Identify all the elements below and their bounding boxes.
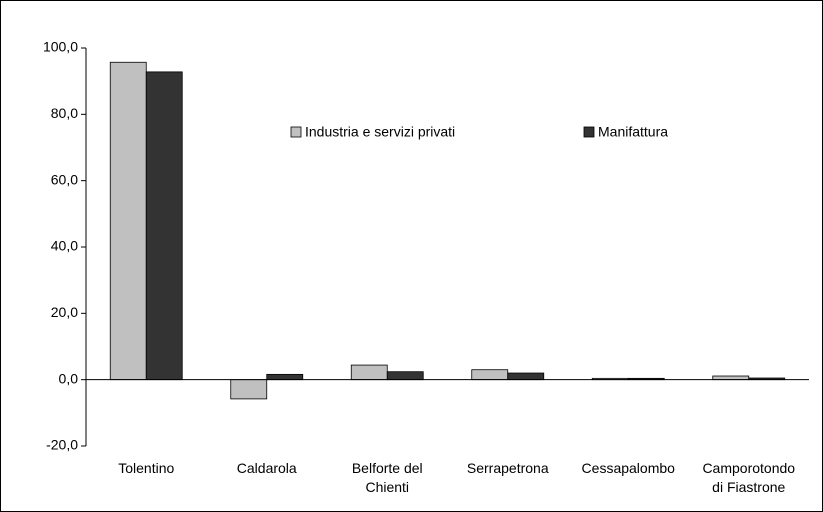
x-tick-label-box: Caldarola bbox=[207, 459, 327, 478]
y-tick-label: 20,0 bbox=[51, 304, 78, 320]
y-tick-label: 80,0 bbox=[51, 105, 78, 121]
legend-label: Manifattura bbox=[598, 124, 668, 140]
bar bbox=[507, 372, 545, 381]
x-tick-label-box: Serrapetrona bbox=[448, 459, 568, 478]
bar bbox=[145, 71, 183, 381]
y-tick-label: 60,0 bbox=[51, 171, 78, 187]
x-tick-label: Tolentino bbox=[118, 460, 175, 476]
x-tick-label: Camporotondo di Fiastrone bbox=[702, 460, 796, 495]
bar bbox=[109, 61, 147, 381]
y-tick-label: 0,0 bbox=[59, 370, 79, 386]
x-tick-label: Cessapalombo bbox=[581, 460, 675, 476]
legend-label: Industria e servizi privati bbox=[305, 124, 455, 140]
bar bbox=[350, 364, 388, 381]
x-tick-label-box: Tolentino bbox=[86, 459, 206, 478]
x-tick-label: Caldarola bbox=[236, 460, 297, 476]
y-tick-label: -20,0 bbox=[46, 437, 78, 453]
bar bbox=[712, 375, 750, 381]
legend-swatch bbox=[290, 126, 302, 138]
bar bbox=[471, 369, 509, 381]
x-tick-label: Belforte del Chienti bbox=[351, 460, 423, 495]
bar bbox=[266, 373, 304, 381]
x-tick-label-box: Belforte del Chienti bbox=[327, 459, 447, 497]
x-tick-label-box: Cessapalombo bbox=[568, 459, 688, 478]
bar bbox=[386, 371, 424, 381]
x-tick-label: Serrapetrona bbox=[466, 460, 549, 476]
legend-swatch bbox=[583, 126, 595, 138]
y-tick-label: 40,0 bbox=[51, 238, 78, 254]
y-tick-label: 100,0 bbox=[43, 39, 78, 55]
bar bbox=[230, 379, 268, 400]
x-tick-label-box: Camporotondo di Fiastrone bbox=[689, 459, 809, 497]
